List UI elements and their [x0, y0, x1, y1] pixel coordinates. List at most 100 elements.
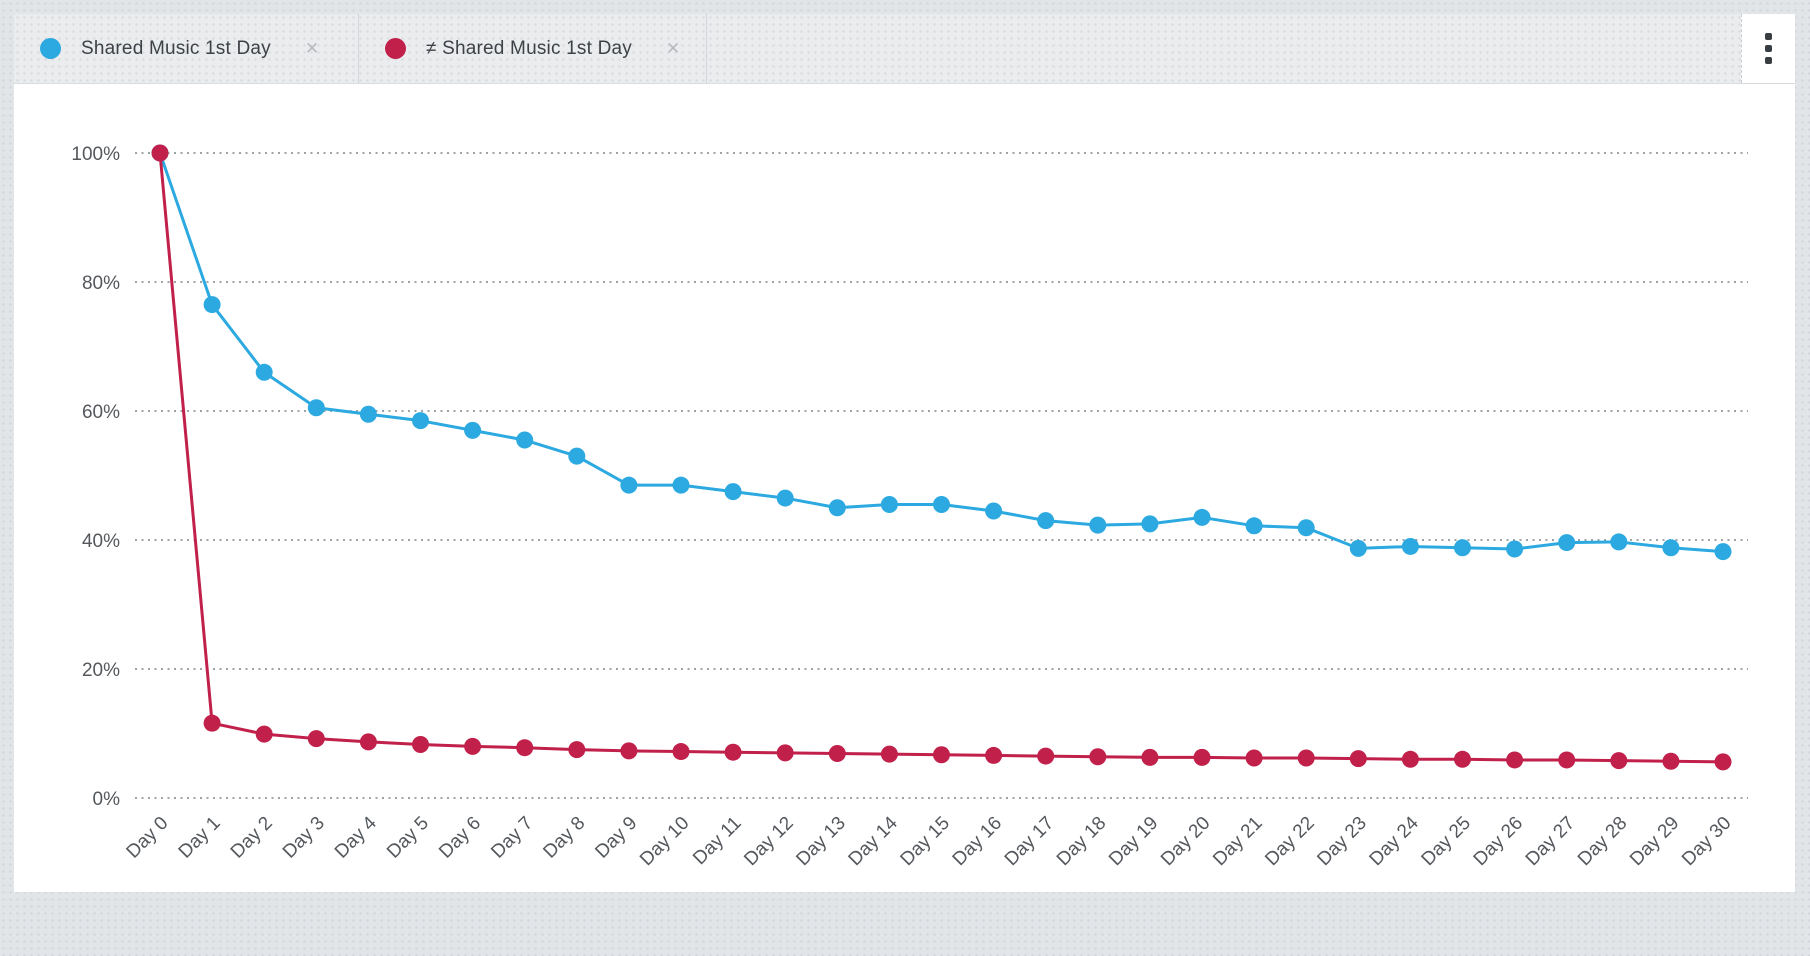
x-tick-label: Day 19 — [1105, 813, 1162, 870]
cohort-tab-label: Shared Music 1st Day — [81, 37, 271, 59]
data-point-shared-music-1st-day-day-10[interactable] — [672, 743, 690, 761]
x-axis-labels: Day 0 Day 1 Day 2 Day 3 Day 4 Day 5 Day 6 Day 7… — [123, 812, 1736, 870]
data-point-shared-music-1st-day-day-21[interactable] — [1245, 749, 1263, 767]
data-point-shared-music-1st-day-day-8[interactable] — [568, 741, 586, 759]
data-point-shared-music-1st-day-day-23[interactable] — [1349, 539, 1367, 557]
x-tick-label: Day 13 — [792, 813, 849, 870]
data-point-shared-music-1st-day-day-13[interactable] — [828, 744, 846, 762]
retention-line-chart: 100%80%60%40%20%0%Day 0 Day 1 Day 2 Day 3 Da… — [71, 144, 1748, 870]
data-point-shared-music-1st-day-day-8[interactable] — [568, 447, 586, 465]
kebab-dot — [1765, 57, 1772, 64]
data-point-shared-music-1st-day-day-7[interactable] — [516, 739, 534, 757]
data-point-shared-music-1st-day-day-11[interactable] — [724, 743, 742, 761]
data-point-shared-music-1st-day-day-6[interactable] — [464, 737, 482, 755]
data-point-shared-music-1st-day-day-9[interactable] — [620, 476, 638, 494]
x-tick-label: Day 30 — [1678, 813, 1735, 870]
y-tick-label: 80% — [82, 273, 120, 294]
data-point-shared-music-1st-day-day-11[interactable] — [724, 483, 742, 501]
data-point-shared-music-1st-day-day-26[interactable] — [1506, 751, 1524, 769]
data-point-shared-music-1st-day-day-17[interactable] — [1037, 747, 1055, 765]
data-point-shared-music-1st-day-day-9[interactable] — [620, 742, 638, 760]
x-tick-label: Day 3 — [279, 813, 329, 863]
data-point-shared-music-1st-day-day-16[interactable] — [985, 502, 1003, 520]
x-tick-label: Day 5 — [383, 813, 433, 863]
series-color-dot — [385, 38, 406, 59]
data-point-shared-music-1st-day-day-18[interactable] — [1089, 516, 1107, 534]
close-tab-icon[interactable]: ✕ — [304, 39, 320, 58]
data-point-shared-music-1st-day-day-1[interactable] — [203, 714, 221, 732]
x-tick-label: Day 20 — [1157, 813, 1214, 870]
gridlines — [135, 152, 1748, 799]
x-tick-label: Day 7 — [487, 813, 537, 863]
data-point-shared-music-1st-day-day-15[interactable] — [933, 746, 950, 764]
data-point-shared-music-1st-day-day-4[interactable] — [359, 733, 377, 751]
x-tick-label: Day 24 — [1366, 812, 1424, 870]
data-point-shared-music-1st-day-day-20[interactable] — [1193, 508, 1211, 526]
x-tick-label: Day 17 — [1001, 813, 1058, 870]
data-point-shared-music-1st-day-day-3[interactable] — [307, 399, 325, 417]
data-point-shared-music-1st-day-day-4[interactable] — [359, 405, 377, 423]
data-point-shared-music-1st-day-day-29[interactable] — [1662, 752, 1680, 770]
data-point-shared-music-1st-day-day-30[interactable] — [1714, 543, 1732, 561]
data-point-shared-music-1st-day-day-18[interactable] — [1089, 748, 1107, 766]
data-point-shared-music-1st-day-day-24[interactable] — [1401, 750, 1419, 768]
data-point-shared-music-1st-day-day-25[interactable] — [1454, 750, 1471, 768]
data-point-shared-music-1st-day-day-21[interactable] — [1245, 517, 1263, 535]
x-tick-label: Day 4 — [331, 812, 381, 862]
cohort-tab-1[interactable]: ≠ Shared Music 1st Day ✕ — [359, 14, 708, 83]
x-tick-label: Day 25 — [1418, 813, 1475, 870]
data-point-shared-music-1st-day-day-29[interactable] — [1662, 539, 1680, 557]
data-point-shared-music-1st-day-day-28[interactable] — [1610, 533, 1628, 551]
cohort-tab-0[interactable]: Shared Music 1st Day ✕ — [14, 14, 359, 83]
data-point-shared-music-1st-day-day-24[interactable] — [1401, 537, 1419, 555]
x-tick-label: Day 10 — [636, 813, 693, 870]
y-tick-label: 20% — [82, 660, 120, 681]
data-point-shared-music-1st-day-day-19[interactable] — [1141, 515, 1159, 533]
data-point-shared-music-1st-day-day-5[interactable] — [412, 412, 429, 430]
x-tick-label: Day 0 — [123, 813, 173, 863]
data-point-shared-music-1st-day-day-25[interactable] — [1454, 539, 1471, 557]
data-point-shared-music-1st-day-day-7[interactable] — [516, 431, 534, 449]
options-menu-button[interactable] — [1741, 14, 1795, 83]
data-point-shared-music-1st-day-day-23[interactable] — [1349, 750, 1367, 768]
data-point-shared-music-1st-day-day-3[interactable] — [307, 730, 325, 748]
data-point-shared-music-1st-day-day-0[interactable] — [151, 144, 169, 162]
data-point-shared-music-1st-day-day-27[interactable] — [1558, 534, 1576, 552]
data-point-shared-music-1st-day-day-20[interactable] — [1193, 748, 1211, 766]
x-tick-label: Day 14 — [845, 812, 903, 870]
x-tick-label: Day 8 — [539, 813, 589, 863]
data-point-shared-music-1st-day-day-13[interactable] — [828, 499, 846, 517]
x-tick-label: Day 29 — [1626, 813, 1683, 870]
x-tick-label: Day 12 — [740, 813, 797, 870]
data-point-shared-music-1st-day-day-12[interactable] — [776, 489, 794, 507]
data-point-shared-music-1st-day-day-2[interactable] — [255, 725, 273, 743]
data-point-shared-music-1st-day-day-28[interactable] — [1610, 752, 1628, 770]
x-tick-label: Day 27 — [1522, 813, 1579, 870]
data-point-shared-music-1st-day-day-14[interactable] — [880, 745, 898, 763]
cohort-tab-label: ≠ Shared Music 1st Day — [426, 37, 632, 59]
x-tick-label: Day 15 — [897, 813, 954, 870]
data-point-shared-music-1st-day-day-10[interactable] — [672, 476, 690, 494]
data-point-shared-music-1st-day-day-6[interactable] — [464, 421, 482, 439]
data-point-shared-music-1st-day-day-15[interactable] — [933, 496, 950, 514]
data-point-shared-music-1st-day-day-26[interactable] — [1506, 540, 1524, 558]
data-point-shared-music-1st-day-day-1[interactable] — [203, 296, 221, 314]
data-point-shared-music-1st-day-day-5[interactable] — [412, 735, 429, 753]
data-point-shared-music-1st-day-day-27[interactable] — [1558, 751, 1576, 769]
series-markers-shared-music-1st-day — [151, 144, 1732, 561]
x-tick-label: Day 6 — [435, 813, 485, 863]
data-point-shared-music-1st-day-day-22[interactable] — [1297, 749, 1315, 767]
x-tick-label: Day 9 — [591, 813, 641, 863]
x-tick-label: Day 16 — [949, 813, 1006, 870]
data-point-shared-music-1st-day-day-17[interactable] — [1037, 512, 1055, 530]
data-point-shared-music-1st-day-day-19[interactable] — [1141, 748, 1159, 766]
data-point-shared-music-1st-day-day-12[interactable] — [776, 744, 794, 762]
data-point-shared-music-1st-day-day-2[interactable] — [255, 363, 273, 381]
data-point-shared-music-1st-day-day-14[interactable] — [880, 496, 898, 514]
data-point-shared-music-1st-day-day-30[interactable] — [1714, 753, 1732, 771]
data-point-shared-music-1st-day-day-16[interactable] — [985, 746, 1003, 764]
x-tick-label: Day 2 — [227, 813, 277, 863]
series-line-shared-music-1st-day — [158, 151, 1725, 554]
data-point-shared-music-1st-day-day-22[interactable] — [1297, 519, 1315, 537]
close-tab-icon[interactable]: ✕ — [665, 39, 681, 58]
